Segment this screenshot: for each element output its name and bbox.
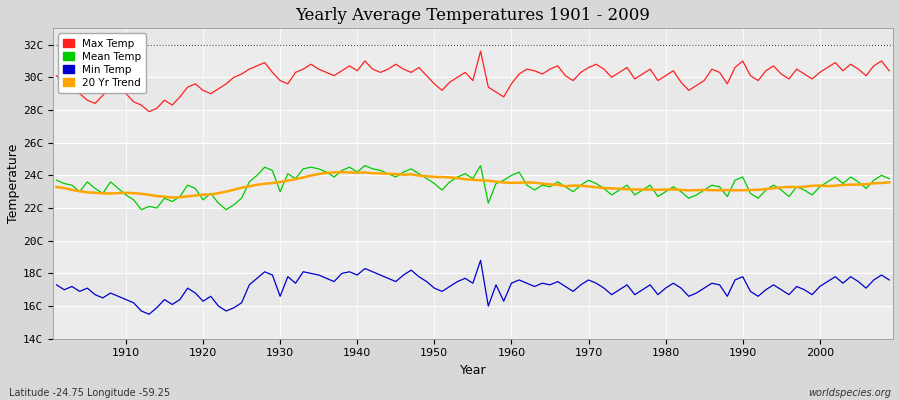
X-axis label: Year: Year — [460, 364, 486, 377]
Bar — [53, 110, 893, 143]
Text: Latitude -24.75 Longitude -59.25: Latitude -24.75 Longitude -59.25 — [9, 388, 170, 398]
Bar — [53, 306, 893, 339]
Bar — [53, 45, 893, 77]
Y-axis label: Temperature: Temperature — [7, 144, 20, 223]
Bar — [53, 175, 893, 208]
Text: worldspecies.org: worldspecies.org — [808, 388, 891, 398]
Title: Yearly Average Temperatures 1901 - 2009: Yearly Average Temperatures 1901 - 2009 — [295, 7, 651, 24]
Legend: Max Temp, Mean Temp, Min Temp, 20 Yr Trend: Max Temp, Mean Temp, Min Temp, 20 Yr Tre… — [58, 34, 146, 93]
Bar — [53, 241, 893, 274]
